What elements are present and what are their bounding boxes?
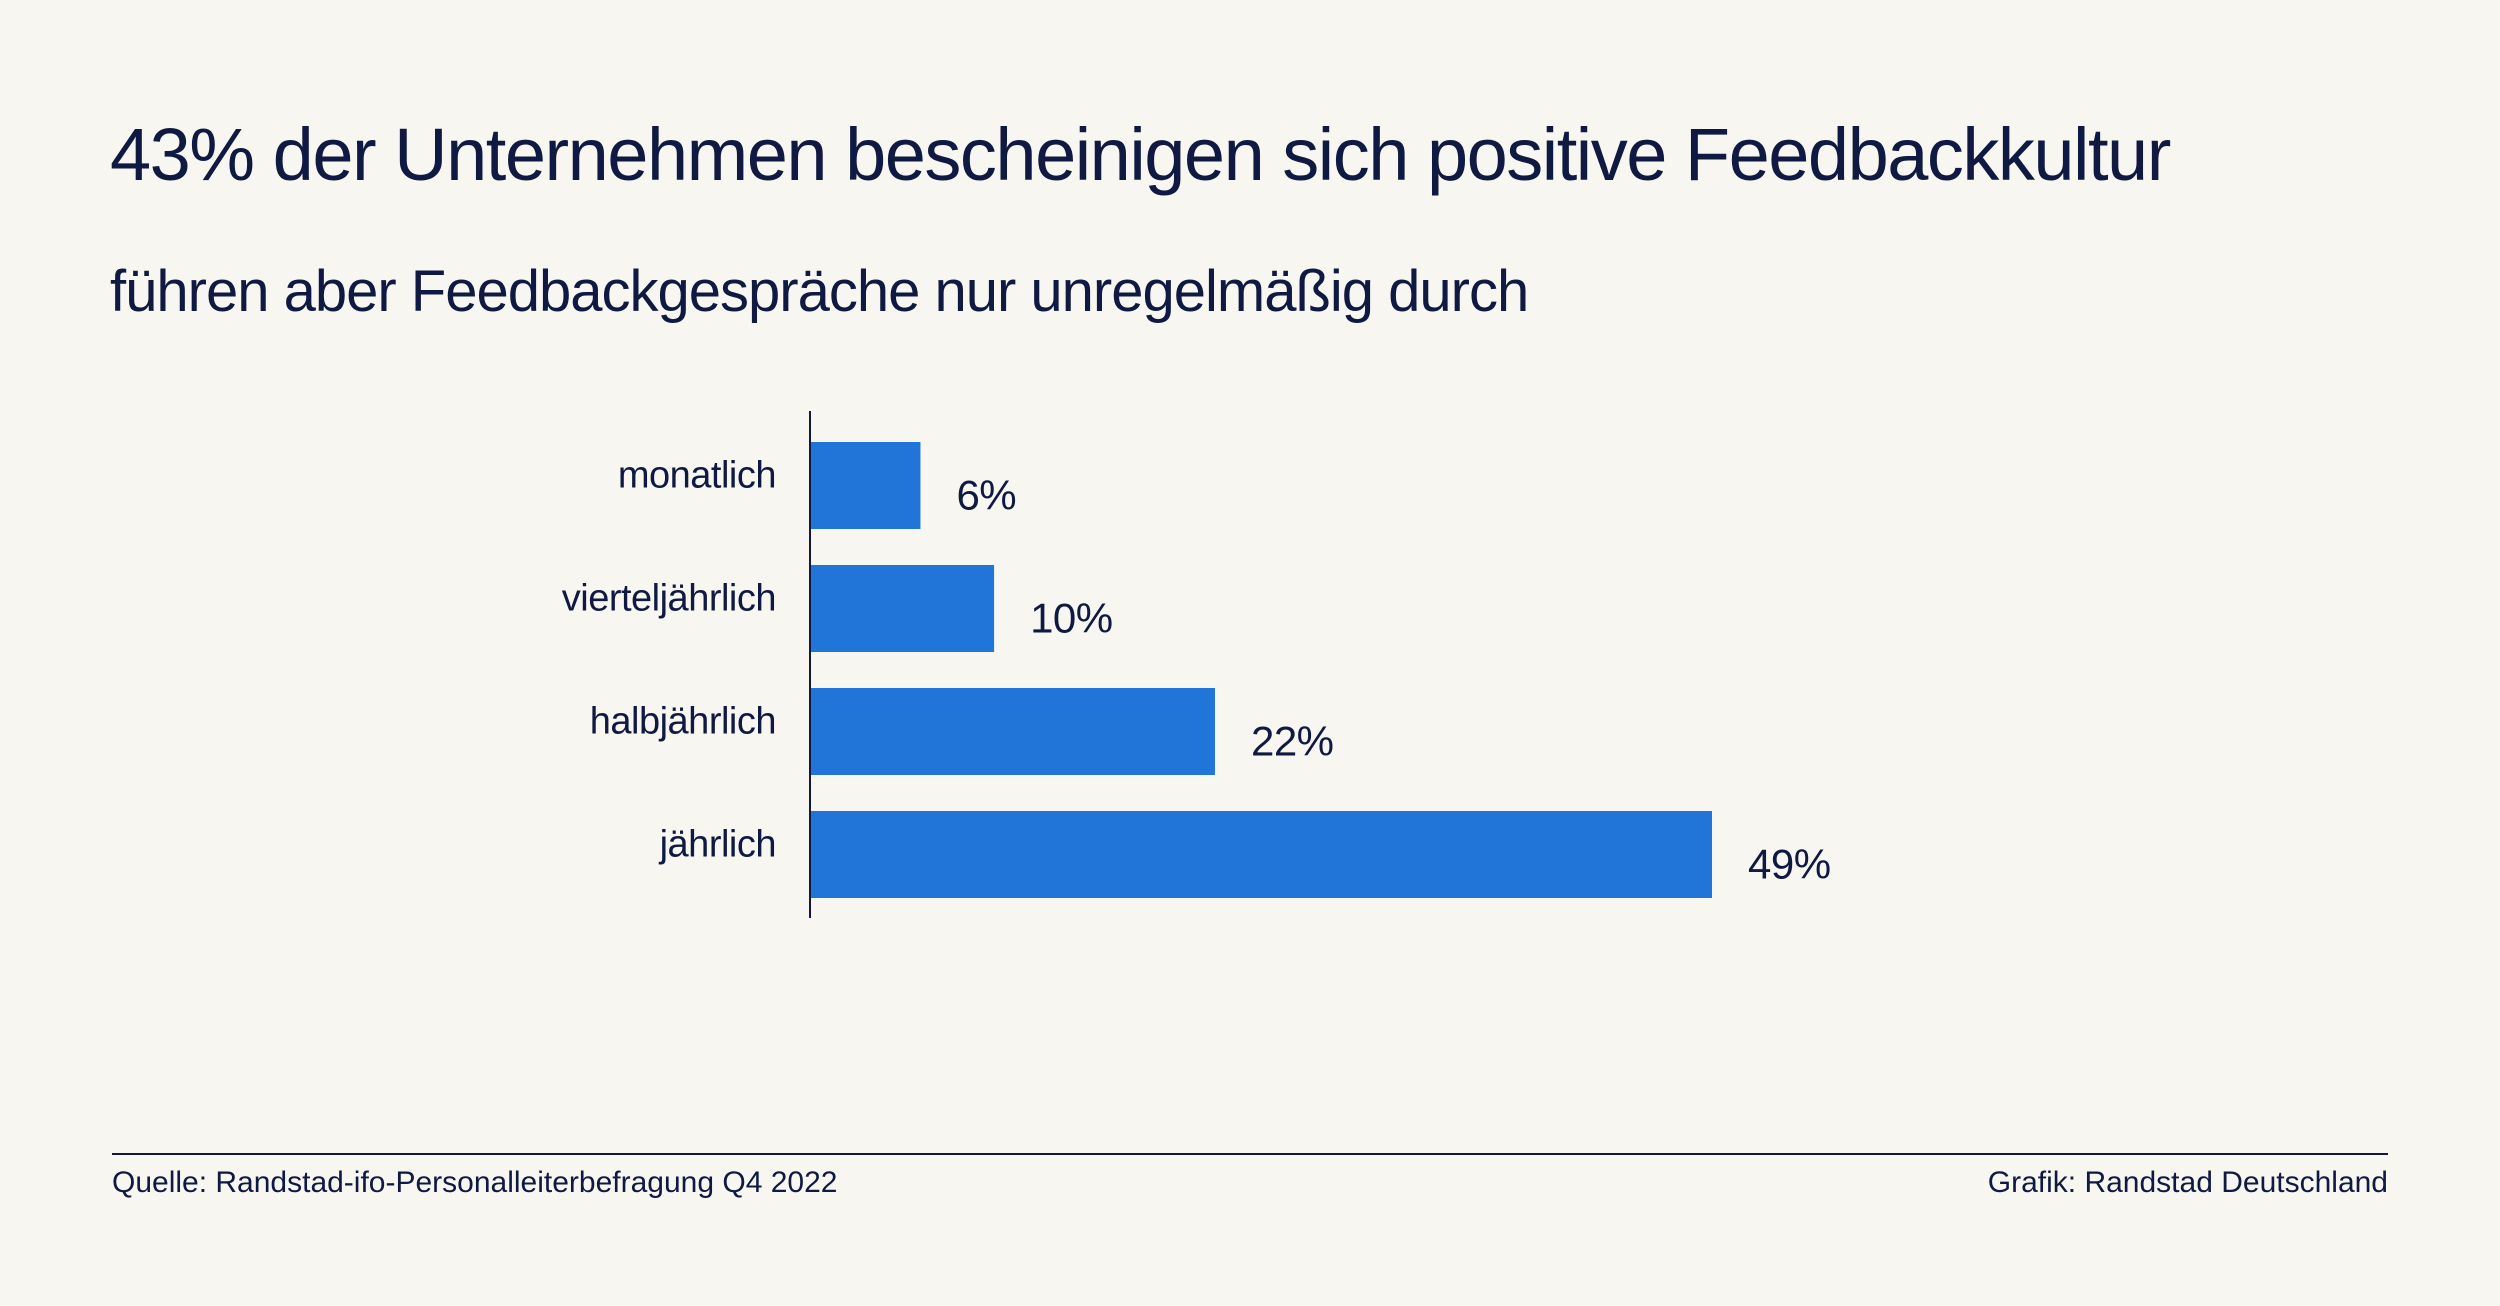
category-label: monatlich	[618, 455, 776, 497]
graphic-credit: Grafik: Randstad Deutschland	[1987, 1166, 2388, 1199]
category-label: halbjährlich	[590, 701, 776, 743]
category-label: vierteljährlich	[562, 578, 776, 620]
category-label: jährlich	[659, 824, 776, 866]
footer-divider	[112, 1153, 2388, 1155]
bar-monatlich	[810, 442, 921, 529]
value-label: 49%	[1748, 841, 1831, 888]
bar-jährlich	[810, 811, 1712, 898]
value-label: 10%	[1030, 595, 1113, 642]
bar-vierteljährlich	[810, 565, 995, 652]
chart-subtitle: führen aber Feedbackgespräche nur unrege…	[110, 259, 1529, 324]
source-note: Quelle: Randstad-ifo-Personalleiterbefra…	[112, 1166, 838, 1199]
value-label: 6%	[956, 472, 1016, 519]
value-label: 22%	[1251, 718, 1334, 765]
bar-halbjährlich	[810, 688, 1215, 775]
chart-title: 43% der Unternehmen bescheinigen sich po…	[110, 113, 2171, 196]
